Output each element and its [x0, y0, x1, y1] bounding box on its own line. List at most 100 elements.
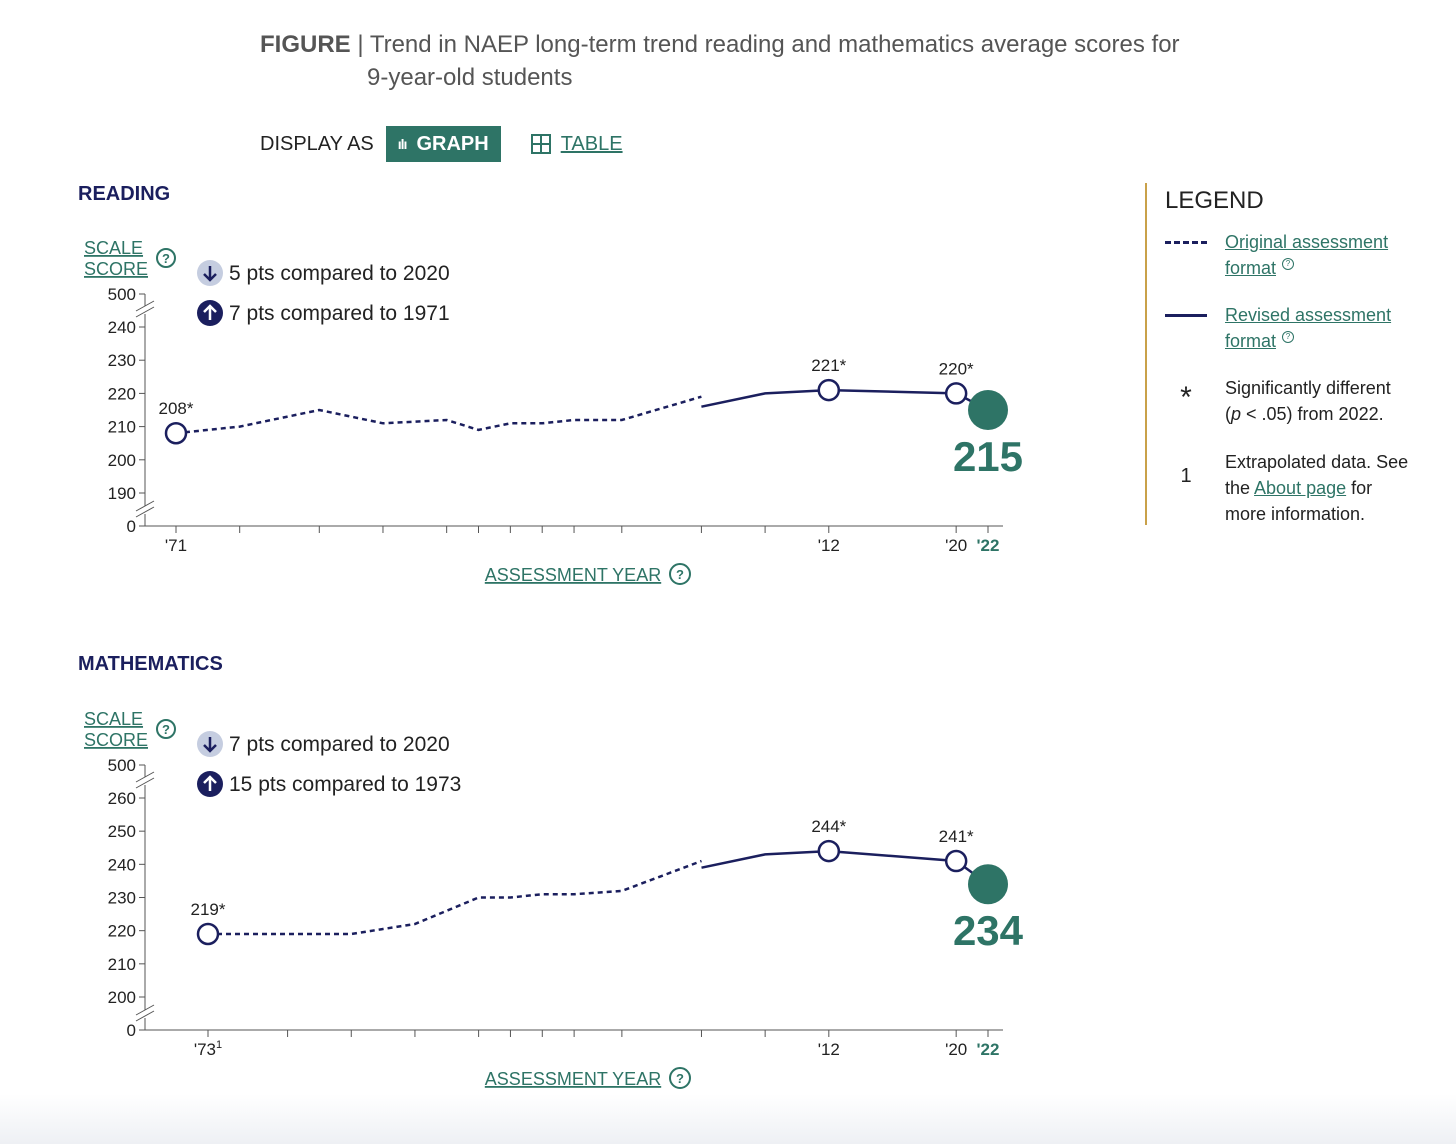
- data-point: [944, 382, 968, 405]
- legend-panel: LEGEND Original assessment format? Revis…: [1145, 183, 1447, 525]
- question-circle-icon: [669, 563, 691, 585]
- question-circle-icon[interactable]: ?: [1282, 331, 1295, 343]
- footnote-superscript: 1: [216, 1039, 222, 1051]
- extrapolated-line3: more information.: [1225, 504, 1366, 524]
- x-tick-label: '12: [818, 1040, 840, 1059]
- about-page-link[interactable]: About page: [1254, 478, 1347, 498]
- y-tick-label: 240: [108, 855, 136, 874]
- figure-title-line2: 9-year-old students: [367, 64, 573, 91]
- data-point: [196, 922, 220, 946]
- x-tick-label: '71: [165, 536, 187, 555]
- series-revised-line: [701, 849, 989, 886]
- y-axis-label-line1: SCALE: [84, 238, 143, 258]
- table-button[interactable]: TABLE: [530, 132, 623, 156]
- arrow-down-glyph: [203, 266, 217, 282]
- question-mark: ?: [676, 1071, 684, 1086]
- comparison-text: 7 pts compared to 2020: [229, 733, 450, 756]
- data-point: [164, 421, 188, 445]
- table-button-label: TABLE: [560, 132, 623, 155]
- figure-title: FIGURE | Trend in NAEP long-term trend r…: [260, 28, 1240, 94]
- axis-break: [135, 506, 155, 518]
- mathematics-title: MATHEMATICS: [78, 653, 223, 675]
- question-mark: ?: [162, 722, 170, 737]
- y-axis-label-line2: SCORE: [84, 730, 148, 750]
- data-point-label: 208*: [159, 399, 194, 418]
- comparison-text: 15 pts compared to 1973: [229, 773, 461, 796]
- original-format-link[interactable]: Original assessment: [1225, 232, 1389, 252]
- legend-title: LEGEND: [1165, 187, 1264, 214]
- original-format-link-2[interactable]: format: [1225, 258, 1277, 278]
- data-point-label: 244*: [811, 817, 846, 836]
- question-circle-icon: [669, 1067, 691, 1089]
- arrow-up-glyph: [203, 304, 217, 320]
- x-tick-label: '22: [977, 1040, 1000, 1059]
- graph-button-label: GRAPH: [416, 132, 489, 155]
- data-point-label: 220*: [939, 359, 974, 378]
- display-toggle: DISPLAY AS ılı GRAPH TABLE: [260, 126, 623, 162]
- comparison-text: 7 pts compared to 1971: [229, 302, 450, 325]
- question-mark: ?: [162, 251, 170, 266]
- significance-line2: < .05) from 2022.: [1241, 404, 1384, 424]
- y-tick-label: 240: [108, 318, 136, 337]
- question-mark: ?: [676, 567, 684, 582]
- figure-separator: |: [357, 31, 364, 58]
- data-point: [944, 849, 968, 873]
- x-tick-label: '12: [818, 536, 840, 555]
- data-point-label: 221*: [811, 356, 846, 375]
- y-axis-label-line2: SCORE: [84, 259, 148, 279]
- x-tick-label: '22: [977, 536, 1000, 555]
- footnote-one-symbol: 1: [1180, 465, 1192, 487]
- axis-break: [135, 1004, 155, 1016]
- arrow-down-glyph: [203, 737, 217, 753]
- highlight-point: [968, 864, 1008, 905]
- x-tick-label: '20: [945, 1040, 967, 1059]
- y-tick-label: 230: [108, 351, 136, 370]
- reading-title: READING: [78, 183, 171, 205]
- axis-break: [135, 500, 155, 512]
- data-point: [817, 839, 841, 863]
- question-circle-icon[interactable]: ?: [1282, 258, 1295, 270]
- figure-title-line1: Trend in NAEP long-term trend reading an…: [369, 31, 1180, 58]
- axis-break-gap: [137, 777, 153, 785]
- question-circle-icon: [156, 719, 176, 739]
- y-tick-label: 210: [108, 955, 136, 974]
- figure-label: FIGURE: [260, 31, 351, 58]
- page-bottom-fade: [0, 1094, 1456, 1144]
- series-original-line: [175, 395, 702, 435]
- axis-break: [135, 306, 155, 318]
- graph-button[interactable]: ılı GRAPH: [385, 126, 501, 162]
- axis-break-gap: [137, 1010, 153, 1018]
- extrapolated-line1: Extrapolated data. See: [1225, 452, 1409, 472]
- y-tick-label: 190: [108, 484, 136, 503]
- y-tick-label: 500: [108, 285, 136, 304]
- display-as-label: DISPLAY AS: [260, 132, 374, 155]
- axis-break: [135, 777, 155, 789]
- y-tick-label: 0: [127, 1021, 136, 1040]
- revised-format-link[interactable]: Revised assessment: [1225, 305, 1392, 325]
- x-tick-label: '731: [194, 1039, 222, 1059]
- y-tick-label: 250: [108, 822, 136, 841]
- data-point-label: 219*: [191, 900, 226, 919]
- comparison-text: 5 pts compared to 2020: [229, 262, 450, 285]
- highlight-point: [968, 390, 1008, 430]
- highlight-value: 215: [953, 433, 1023, 480]
- revised-format-link-2[interactable]: format: [1225, 331, 1277, 351]
- y-axis-label-line1: SCALE: [84, 709, 143, 729]
- p-italic: p: [1231, 404, 1242, 424]
- axis-break: [135, 1010, 155, 1022]
- x-axis-title[interactable]: ASSESSMENT YEAR: [485, 565, 661, 585]
- axis-break: [135, 300, 155, 312]
- x-axis-title[interactable]: ASSESSMENT YEAR: [485, 1069, 661, 1089]
- series-original-line: [208, 859, 702, 936]
- y-tick-label: 230: [108, 889, 136, 908]
- y-tick-label: 220: [108, 384, 136, 403]
- asterisk-symbol: *: [1180, 381, 1192, 414]
- table-grid-icon: [530, 134, 551, 154]
- highlight-value: 234: [953, 907, 1024, 954]
- axis-break-gap: [137, 506, 153, 514]
- axis-break: [135, 771, 155, 783]
- x-tick-label: '20: [945, 536, 967, 555]
- y-tick-label: 220: [108, 922, 136, 941]
